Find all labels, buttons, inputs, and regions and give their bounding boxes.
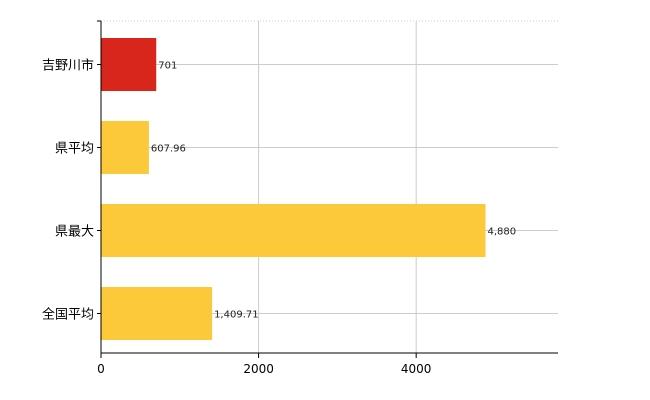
- value-label: 607.96: [151, 144, 186, 155]
- category-label: 県最大: [55, 225, 94, 240]
- bar: [101, 121, 149, 174]
- x-tick-label: 4000: [401, 362, 432, 376]
- bar: [101, 204, 486, 257]
- x-tick-label: 2000: [243, 362, 274, 376]
- bar: [101, 38, 157, 91]
- value-label: 1,409.71: [214, 310, 259, 321]
- bar: [101, 287, 213, 340]
- x-tick-label: 0: [97, 362, 105, 376]
- value-label: 701: [158, 61, 177, 72]
- value-label: 4,880: [488, 227, 517, 238]
- category-label: 県平均: [55, 142, 94, 157]
- category-label: 全国平均: [42, 307, 94, 323]
- category-label: 吉野川市: [42, 58, 94, 74]
